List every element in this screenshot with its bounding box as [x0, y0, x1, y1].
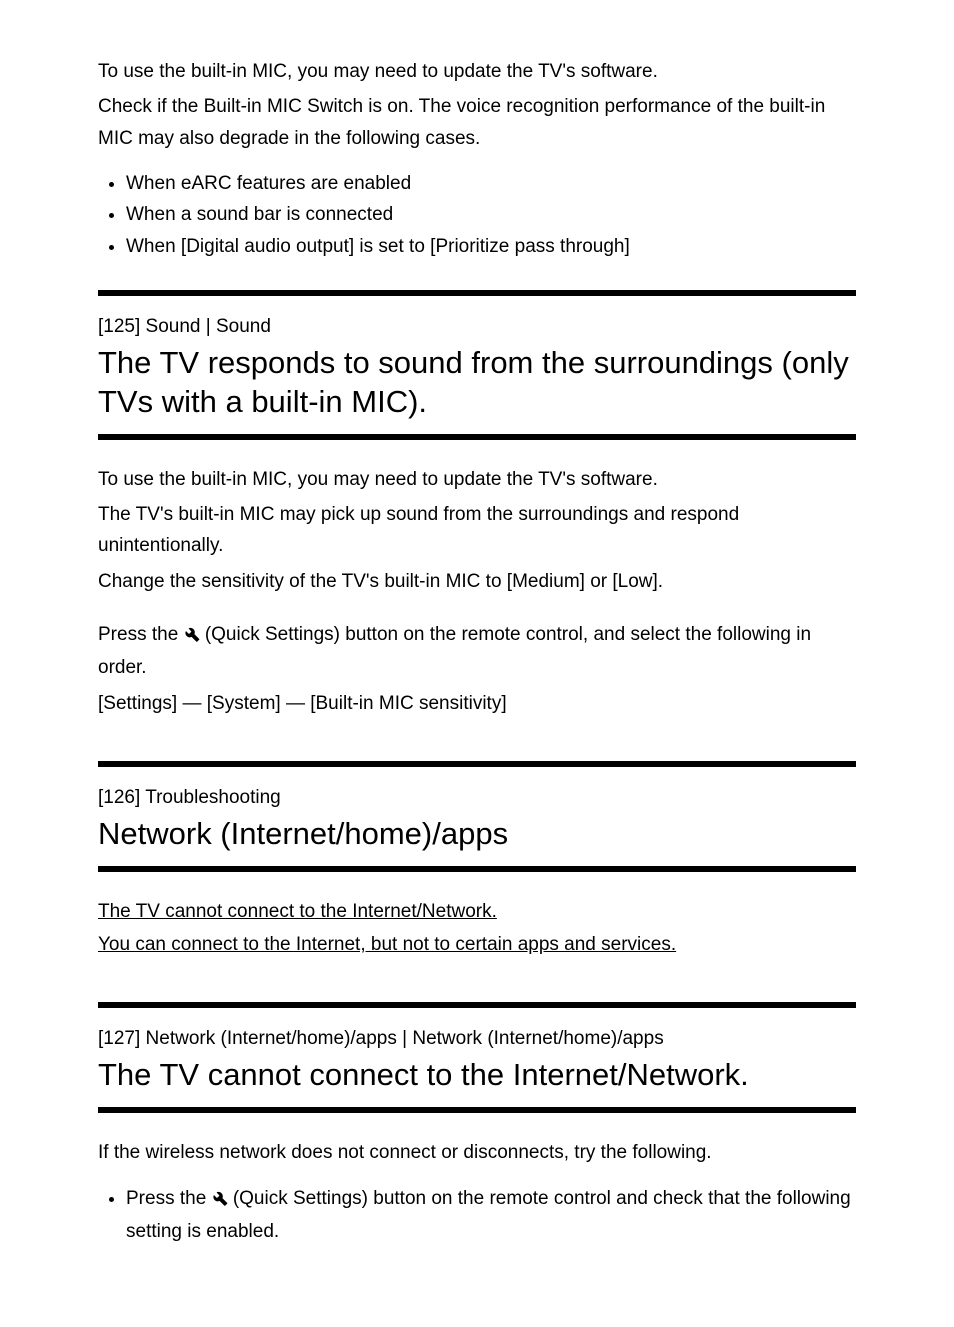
body-paragraph: The TV's built-in MIC may pick up sound …	[98, 499, 856, 562]
body-paragraph: Change the sensitivity of the TV's built…	[98, 566, 856, 597]
intro-bullet-list: When eARC features are enabled When a so…	[98, 168, 856, 262]
section-title: The TV cannot connect to the Internet/Ne…	[98, 1056, 856, 1095]
list-item: When [Digital audio output] is set to [P…	[126, 231, 856, 262]
section-underline	[98, 866, 856, 872]
body-paragraph: If the wireless network does not connect…	[98, 1137, 856, 1168]
intro-paragraph-2: Check if the Built-in MIC Switch is on. …	[98, 91, 856, 154]
section-title: Network (Internet/home)/apps	[98, 815, 856, 854]
document-page: To use the built-in MIC, you may need to…	[0, 0, 954, 1327]
body-paragraph-quicksettings: Press the (Quick Settings) button on the…	[98, 619, 856, 684]
section-divider	[98, 761, 856, 767]
wrench-icon	[184, 621, 200, 652]
text-fragment: (Quick Settings) button on the remote co…	[126, 1188, 851, 1242]
section-underline	[98, 1107, 856, 1113]
section-divider	[98, 290, 856, 296]
link-list: The TV cannot connect to the Internet/Ne…	[98, 896, 856, 961]
text-fragment: (Quick Settings) button on the remote co…	[98, 624, 811, 678]
breadcrumb: [127] Network (Internet/home)/apps | Net…	[98, 1028, 856, 1050]
body-paragraph: To use the built-in MIC, you may need to…	[98, 464, 856, 495]
topic-link[interactable]: You can connect to the Internet, but not…	[98, 934, 676, 955]
section-divider	[98, 1002, 856, 1008]
intro-paragraph-1: To use the built-in MIC, you may need to…	[98, 56, 856, 87]
section-title: The TV responds to sound from the surrou…	[98, 344, 856, 422]
settings-path: [Settings] — [System] — [Built-in MIC se…	[98, 688, 856, 719]
breadcrumb: [126] Troubleshooting	[98, 787, 856, 809]
text-fragment: Press the	[126, 1188, 212, 1209]
troubleshoot-bullet-list: Press the (Quick Settings) button on the…	[98, 1183, 856, 1248]
list-item: When a sound bar is connected	[126, 199, 856, 230]
list-item: When eARC features are enabled	[126, 168, 856, 199]
list-item: Press the (Quick Settings) button on the…	[126, 1183, 856, 1248]
wrench-icon	[212, 1185, 228, 1216]
text-fragment: Press the	[98, 624, 184, 645]
section-underline	[98, 434, 856, 440]
breadcrumb: [125] Sound | Sound	[98, 316, 856, 338]
topic-link[interactable]: The TV cannot connect to the Internet/Ne…	[98, 901, 497, 922]
